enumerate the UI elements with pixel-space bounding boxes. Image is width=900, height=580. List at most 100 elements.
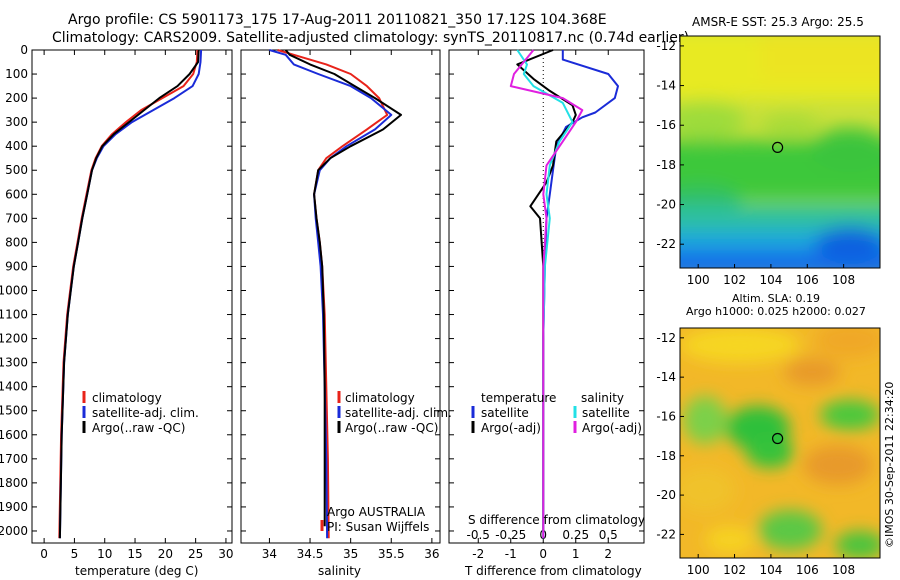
sst-map-frame <box>679 35 881 269</box>
series-line-temperature-argo-adj <box>516 49 577 531</box>
legend-label-climatology: climatology <box>92 391 162 405</box>
map-y-tick-label: -22 <box>656 527 676 541</box>
map-y-tick-label: -16 <box>656 118 676 132</box>
sla-argo-marker <box>771 432 784 445</box>
map-x-tick-label: 108 <box>832 563 855 577</box>
s-difference-label: S difference from climatology <box>468 513 645 527</box>
imos-credit: ©IMOS 30-Sep-2011 22:34:20 <box>883 382 896 548</box>
depth-tick-label: 600 <box>5 187 28 201</box>
legend-label-t-argo: Argo(-adj) <box>481 421 541 435</box>
map-y-tick-label: -12 <box>656 39 676 53</box>
temperature-plot: 0 5 10 15 20 25 30 <box>40 49 234 561</box>
depth-tick-label: 2000 <box>0 524 28 538</box>
map-y-tick-label: -16 <box>656 409 676 423</box>
s-difference-tick-label: -0.25 <box>495 528 526 542</box>
x-tick-label: 34.5 <box>297 547 324 561</box>
legend-label-argo: Argo(..raw -QC) <box>92 421 185 435</box>
map-x-tick-label: 106 <box>796 273 819 287</box>
sst-map-title: AMSR-E SST: 25.3 Argo: 25.5 <box>692 15 864 29</box>
depth-tick-label: 1400 <box>0 380 28 394</box>
temperature-axis-label: temperature (deg C) <box>75 564 198 578</box>
sst-argo-marker <box>771 141 784 153</box>
legend-title-salinity: salinity <box>581 391 624 405</box>
depth-tick-label: 1900 <box>0 500 28 514</box>
x-tick-label: 30 <box>218 547 233 561</box>
depth-tick-label: 1300 <box>0 356 28 370</box>
legend-label-satellite: satellite-adj. clim. <box>345 406 452 420</box>
temperature-panel-frame <box>31 49 233 544</box>
series-line-temperature-satellite <box>542 50 619 539</box>
sla-map-title-line2: Argo h1000: 0.025 h2000: 0.027 <box>686 305 866 318</box>
map-y-tick-label: -18 <box>656 158 676 172</box>
map-y-tick-label: -20 <box>656 488 676 502</box>
x-tick-label: 2 <box>604 547 612 561</box>
sla-map-title-line1: Altim. SLA: 0.19 <box>732 292 820 305</box>
sla-map: Altim. SLA: 0.19 Argo h1000: 0.025 h2000… <box>656 292 881 577</box>
legend-label-argo: Argo(..raw -QC) <box>345 421 438 435</box>
depth-tick-label: 1200 <box>0 332 28 346</box>
x-tick-label: 25 <box>188 547 203 561</box>
depth-tick-label: 1000 <box>0 283 28 297</box>
depth-tick-label: 1700 <box>0 452 28 466</box>
map-y-tick-label: -18 <box>656 449 676 463</box>
x-tick-label: 35.5 <box>378 547 405 561</box>
depth-axis: 0 100 200 300 400 500 600 700 800 900 1000 1100 1200… <box>0 43 644 538</box>
map-y-tick-label: -20 <box>656 198 676 212</box>
map-x-tick-label: 104 <box>759 563 782 577</box>
series-line-argo-raw-qc <box>58 49 200 539</box>
map-y-tick-label: -22 <box>656 237 676 251</box>
depth-tick-label: 300 <box>5 115 28 129</box>
x-tick-label: 5 <box>71 547 79 561</box>
x-tick-label: -2 <box>472 547 484 561</box>
depth-tick-label: 1100 <box>0 308 28 322</box>
argo-pi-note: PI: Susan Wijffels <box>327 520 429 534</box>
t-difference-axis-label: T difference from climatology <box>464 564 642 578</box>
s-difference-tick-label: 0.5 <box>599 528 618 542</box>
legend-label-s-satellite: satellite <box>582 406 630 420</box>
map-x-tick-label: 104 <box>759 273 782 287</box>
depth-tick-label: 800 <box>5 235 28 249</box>
legend-label-satellite: satellite-adj. clim. <box>92 406 199 420</box>
depth-tick-label: 900 <box>5 259 28 273</box>
salinity-plot: 34 34.5 35 35.5 36 <box>262 49 440 561</box>
x-tick-label: 0 <box>539 547 547 561</box>
map-x-tick-label: 102 <box>723 273 746 287</box>
map-y-tick-label: -12 <box>656 331 676 345</box>
series-line-salinity-argo-adj <box>509 49 584 539</box>
x-tick-label: 15 <box>127 547 142 561</box>
depth-tick-label: 0 <box>20 43 28 57</box>
difference-legend: temperature salinity satellite Argo(-adj… <box>468 391 645 527</box>
x-tick-label: 34 <box>262 547 277 561</box>
figure-title-line2: Climatology: CARS2009. Satellite-adjuste… <box>52 30 689 46</box>
sla-map-frame <box>679 327 881 559</box>
s-difference-tick-label: -0.5 <box>467 528 490 542</box>
sst-map: AMSR-E SST: 25.3 Argo: 25.5 100 102 104 106… <box>656 15 881 287</box>
series-line-salinity-satellite <box>516 49 574 539</box>
s-difference-tick-label: 0.25 <box>562 528 589 542</box>
salinity-legend: climatology satellite-adj. clim. Argo(..… <box>320 391 452 534</box>
depth-tick-label: 400 <box>5 139 28 153</box>
sst-map-axes: 100 102 104 106 108 -12 -14 -16 -18 -20 -22 <box>656 39 855 287</box>
legend-title-temperature: temperature <box>481 391 556 405</box>
map-x-tick-label: 108 <box>832 273 855 287</box>
x-tick-label: 35 <box>343 547 358 561</box>
x-tick-label: 0 <box>40 547 48 561</box>
x-tick-label: 1 <box>572 547 580 561</box>
depth-tick-label: 1600 <box>0 428 28 442</box>
depth-tick-label: 200 <box>5 91 28 105</box>
figure-title-line1: Argo profile: CS 5901173_175 17-Aug-2011… <box>68 12 607 28</box>
temperature-legend: climatology satellite-adj. clim. Argo(..… <box>82 391 199 435</box>
depth-tick-label: 700 <box>5 211 28 225</box>
salinity-axis-label: salinity <box>318 564 361 578</box>
x-tick-label: -1 <box>505 547 517 561</box>
depth-tick-label: 500 <box>5 163 28 177</box>
map-x-tick-label: 102 <box>723 563 746 577</box>
map-x-tick-label: 100 <box>687 273 710 287</box>
legend-label-climatology: climatology <box>345 391 415 405</box>
salinity-panel-frame <box>240 49 441 544</box>
map-y-tick-label: -14 <box>656 79 676 93</box>
depth-tick-label: 1500 <box>0 404 28 418</box>
x-tick-label: 36 <box>424 547 439 561</box>
legend-label-s-argo: Argo(-adj) <box>582 421 642 435</box>
map-y-tick-label: -14 <box>656 370 676 384</box>
